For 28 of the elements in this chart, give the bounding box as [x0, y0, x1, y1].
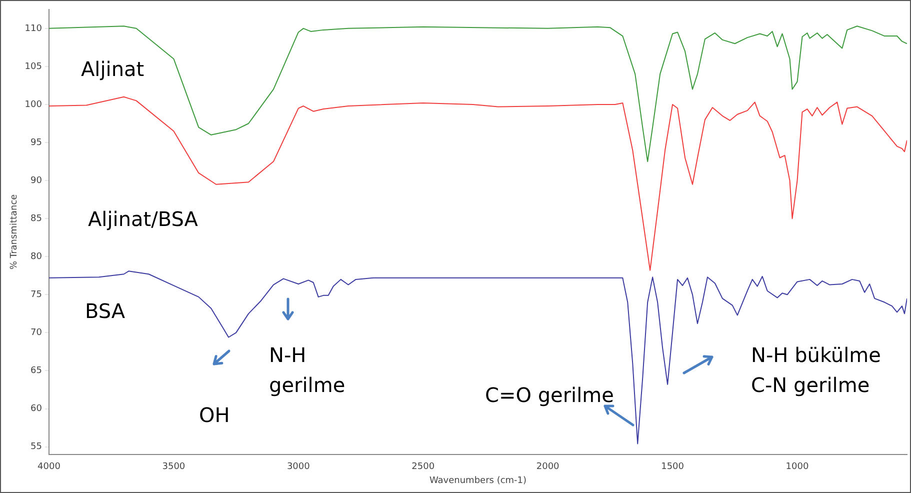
y-tick-label: 110: [24, 24, 42, 34]
annotation: N-H bükülme C-N gerilme: [751, 343, 881, 398]
x-axis-title: Wavenumbers (cm-1): [429, 476, 527, 486]
y-tick-label: 60: [30, 404, 42, 414]
y-tick-label: 95: [30, 138, 42, 148]
y-tick-label: 85: [30, 214, 42, 224]
y-tick-label: 100: [24, 100, 42, 110]
y-tick-label: 70: [30, 328, 42, 338]
series-label: Aljinat: [81, 57, 144, 82]
annotation: OH: [199, 403, 230, 428]
x-tick-label: 2500: [412, 462, 435, 472]
y-tick-label: 105: [24, 62, 42, 72]
x-tick-label: 4000: [38, 462, 61, 472]
x-tick-label: 1000: [786, 462, 809, 472]
y-tick-label: 65: [30, 366, 42, 376]
series-label: Aljinat/BSA: [88, 207, 198, 232]
x-tick-label: 2000: [536, 462, 560, 472]
y-tick-label: 55: [30, 442, 42, 452]
x-tick-label: 1500: [661, 462, 684, 472]
y-tick-label: 75: [30, 290, 42, 300]
y-tick-label: 90: [30, 176, 42, 186]
y-tick-label: 80: [30, 252, 42, 262]
x-tick-label: 3500: [162, 462, 186, 472]
annotation: N-H gerilme: [269, 343, 346, 398]
annotation: C=O gerilme: [485, 383, 614, 408]
series-label: BSA: [85, 299, 126, 324]
y-axis-title: % Transmittance: [10, 194, 20, 270]
x-tick-label: 3000: [286, 462, 310, 472]
